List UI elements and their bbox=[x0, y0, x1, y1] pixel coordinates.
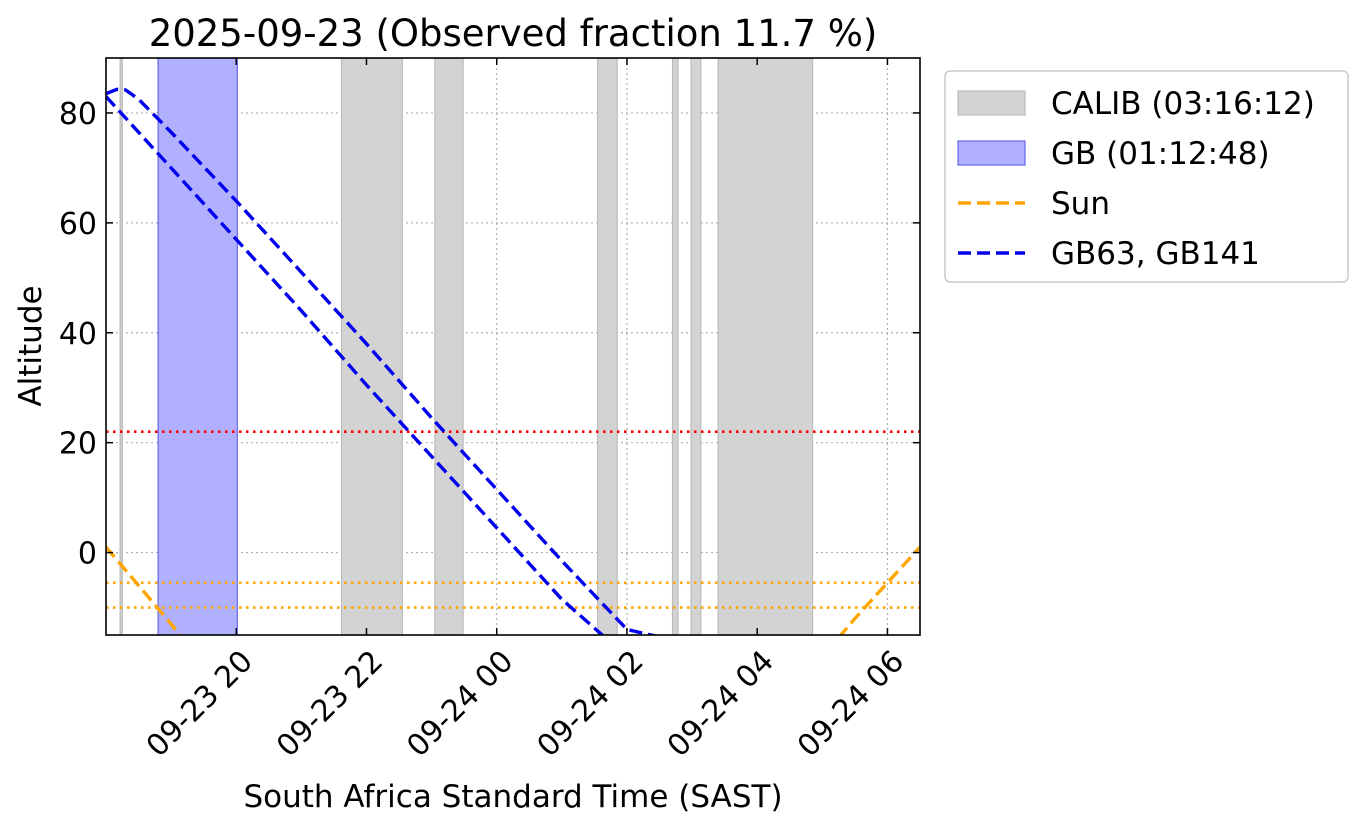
x-tick-label: 09-24 04 bbox=[661, 644, 781, 764]
legend-swatch bbox=[957, 140, 1026, 166]
x-tick-label: 09-24 02 bbox=[530, 644, 650, 764]
y-tick-label: 80 bbox=[59, 97, 97, 132]
y-tick-label: 20 bbox=[59, 427, 97, 462]
calib-span bbox=[690, 58, 702, 635]
altitude-curves bbox=[106, 87, 920, 635]
calib-span bbox=[434, 58, 464, 635]
threshold-lines bbox=[106, 430, 920, 609]
y-axis-label: Altitude bbox=[13, 285, 49, 406]
x-tick-label: 09-24 00 bbox=[400, 644, 520, 764]
x-tick-label: 09-23 22 bbox=[270, 644, 390, 764]
legend: CALIB (03:16:12) GB (01:12:48) Sun GB63, GB… bbox=[944, 70, 1349, 283]
legend-label: CALIB (03:16:12) bbox=[1051, 86, 1315, 122]
y-tick-label: 60 bbox=[59, 207, 97, 242]
calib-span bbox=[671, 58, 679, 635]
y-axis-ticks: 0 20 40 60 80 bbox=[59, 97, 920, 572]
calib-span bbox=[597, 58, 618, 635]
legend-label: GB (01:12:48) bbox=[1051, 136, 1270, 172]
calib-span bbox=[717, 58, 814, 635]
chart-title: 2025-09-23 (Observed fraction 11.7 %) bbox=[149, 12, 878, 55]
y-tick-label: 0 bbox=[78, 537, 97, 572]
y-tick-label: 40 bbox=[59, 317, 97, 352]
legend-label: GB63, GB141 bbox=[1051, 236, 1260, 272]
target-altitude-line bbox=[106, 87, 659, 635]
gb-span bbox=[157, 58, 238, 635]
legend-label: Sun bbox=[1051, 186, 1110, 222]
x-axis-label: South Africa Standard Time (SAST) bbox=[243, 779, 782, 815]
target-altitude-line bbox=[106, 95, 605, 635]
calib-span bbox=[340, 58, 403, 635]
sun-altitude-line bbox=[106, 545, 183, 635]
calib-span bbox=[119, 58, 123, 635]
x-tick-label: 09-23 20 bbox=[140, 644, 260, 764]
sun-altitude-line bbox=[838, 545, 920, 635]
legend-frame bbox=[944, 70, 1349, 283]
plot-frame bbox=[105, 57, 921, 636]
x-tick-label: 09-24 06 bbox=[791, 644, 911, 764]
observation-spans bbox=[119, 58, 814, 635]
legend-swatch bbox=[957, 90, 1026, 116]
